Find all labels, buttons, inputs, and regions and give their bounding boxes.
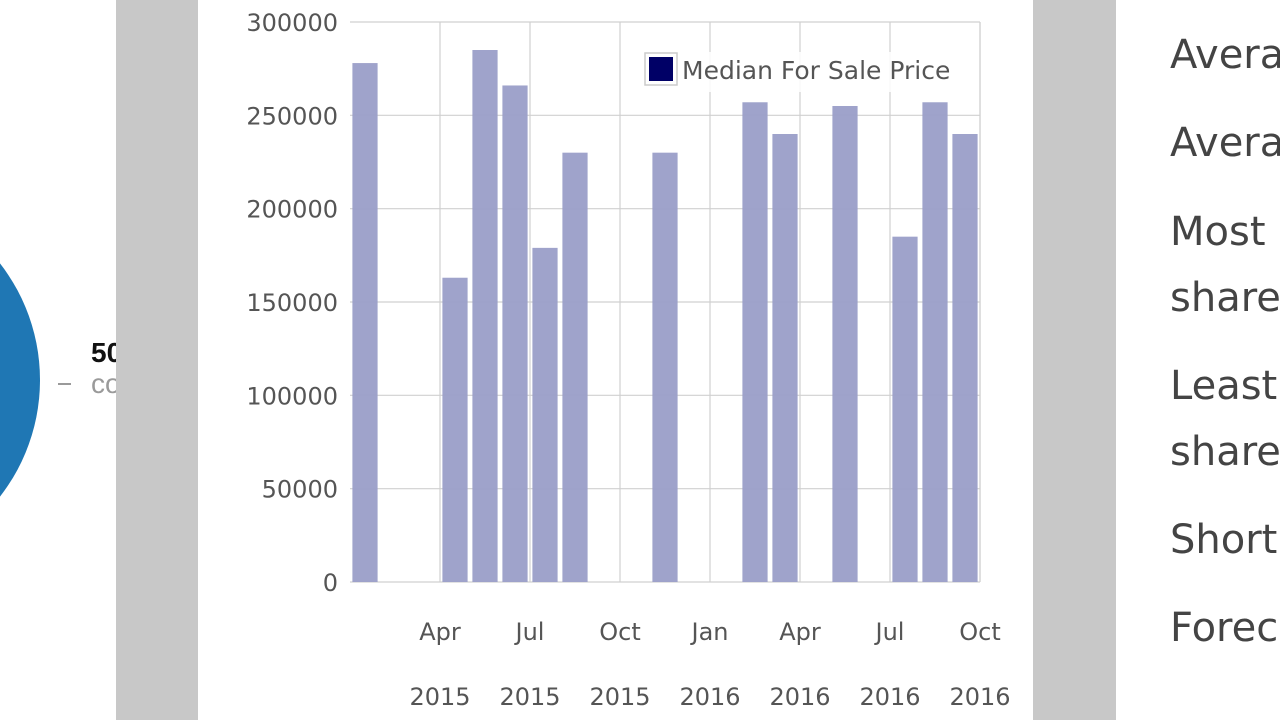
y-tick-label: 100000 [246,382,338,410]
pie-slice-condo[interactable] [0,190,40,570]
stat-average-1: Avera [1170,32,1280,78]
bar [352,63,378,583]
card-gutter-right [1033,0,1116,720]
bar [442,277,468,582]
x-axis: Apr 2015 Jul 2015 Oct 2015 Jan 2016 Apr 2016 Jul 20… [409,618,1010,711]
pie-leader-line [58,383,71,385]
x-tick-month: Jul [514,618,545,646]
stats-panel: Avera Avera Most share Least share Short… [1116,0,1280,720]
y-tick-label: 300000 [246,9,338,37]
bar [652,152,678,582]
stat-least-share: share [1170,429,1280,475]
pie-chart-panel: 50.0% condo s [0,0,189,720]
bar [502,85,528,582]
stat-forecast: Forec [1170,605,1279,651]
stat-most: Most [1170,209,1266,255]
x-tick-year: 2016 [859,683,920,711]
x-tick-year: 2015 [409,683,470,711]
chart-bars [352,50,978,583]
legend-background [644,52,970,92]
x-tick-month: Apr [779,618,821,646]
bar [892,236,918,582]
x-tick-year: 2015 [499,683,560,711]
y-axis: 300000 250000 200000 150000 100000 50000 0 [246,9,338,597]
stat-short: Short [1170,517,1278,563]
median-price-bar-chart: 300000 250000 200000 150000 100000 50000 0 Apr… [246,9,1010,711]
card-gutter-left [116,0,198,720]
chart-legend[interactable]: Median For Sale Price [644,52,970,92]
x-tick-year: 2015 [589,683,650,711]
median-price-chart-card: 300000 250000 200000 150000 100000 50000 0 Apr… [198,0,1033,720]
bar [952,134,978,582]
x-tick-year: 2016 [769,683,830,711]
x-tick-month: Oct [599,618,641,646]
bar [922,102,948,583]
x-tick-month: Jan [690,618,729,646]
x-tick-year: 2016 [949,683,1010,711]
y-tick-label: 50000 [262,476,338,504]
y-tick-label: 0 [323,569,338,597]
legend-swatch [649,57,673,81]
bar [742,102,768,583]
x-tick-month: Jul [874,618,905,646]
bar [562,152,588,582]
x-tick-year: 2016 [679,683,740,711]
y-tick-label: 250000 [246,102,338,130]
x-tick-month: Oct [959,618,1001,646]
y-tick-label: 200000 [246,196,338,224]
bar [832,106,858,582]
y-tick-label: 150000 [246,289,338,317]
bar [472,50,498,582]
x-tick-month: Apr [419,618,461,646]
bar [772,134,798,582]
stat-most-share: share [1170,275,1280,321]
legend-label: Median For Sale Price [682,56,950,85]
stat-average-2: Avera [1170,120,1280,166]
bar [532,247,558,582]
stat-least: Least [1170,363,1278,409]
